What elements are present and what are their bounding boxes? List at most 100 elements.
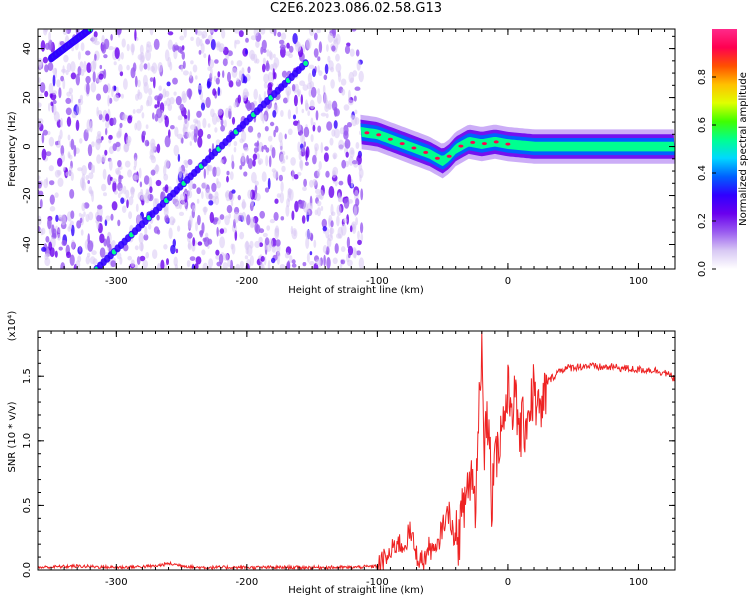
noise-speckle bbox=[286, 42, 290, 49]
open-loop-peak bbox=[505, 142, 511, 146]
noise-speckle bbox=[183, 29, 187, 38]
noise-speckle bbox=[279, 264, 286, 269]
noise-speckle bbox=[214, 191, 219, 200]
noise-speckle bbox=[44, 64, 49, 73]
open-loop-peak bbox=[423, 150, 429, 154]
noise-speckle bbox=[197, 128, 204, 138]
spectrogram-x-axis-label: Height of straight line (km) bbox=[288, 285, 424, 296]
noise-speckle bbox=[38, 225, 41, 232]
noise-speckle bbox=[164, 214, 169, 223]
noise-speckle bbox=[285, 155, 289, 160]
noise-speckle bbox=[303, 141, 306, 148]
noise-speckle bbox=[38, 180, 42, 189]
noise-speckle bbox=[245, 48, 248, 55]
noise-speckle bbox=[352, 70, 358, 77]
noise-speckle bbox=[117, 160, 122, 168]
open-loop-peak bbox=[434, 156, 440, 160]
noise-speckle bbox=[243, 171, 248, 177]
noise-speckle bbox=[291, 169, 295, 181]
noise-speckle bbox=[172, 77, 178, 85]
noise-speckle bbox=[153, 226, 160, 234]
open-loop-peak bbox=[364, 131, 370, 135]
noise-speckle bbox=[111, 201, 118, 211]
noise-speckle bbox=[287, 109, 292, 120]
noise-speckle bbox=[208, 200, 214, 206]
noise-speckle bbox=[241, 67, 245, 75]
noise-speckle bbox=[168, 227, 173, 240]
noise-speckle bbox=[149, 186, 153, 194]
noise-speckle bbox=[58, 87, 62, 99]
noise-speckle bbox=[271, 168, 277, 173]
x-tick-label: 0 bbox=[505, 577, 511, 588]
noise-speckle bbox=[286, 90, 290, 103]
noise-speckle bbox=[317, 93, 322, 104]
noise-speckle bbox=[42, 129, 48, 136]
noise-speckle bbox=[99, 233, 105, 244]
noise-speckle bbox=[57, 157, 63, 167]
noise-speckle bbox=[260, 29, 266, 35]
snr-background bbox=[38, 331, 675, 570]
noise-speckle bbox=[63, 54, 69, 63]
noise-speckle bbox=[312, 178, 318, 186]
noise-speckle bbox=[324, 103, 330, 113]
noise-speckle bbox=[261, 171, 267, 182]
noise-speckle bbox=[94, 53, 97, 61]
noise-speckle bbox=[348, 199, 353, 204]
noise-speckle bbox=[328, 60, 334, 71]
noise-speckle bbox=[92, 36, 98, 42]
noise-speckle bbox=[254, 240, 261, 249]
noise-speckle bbox=[251, 171, 257, 184]
snr-line bbox=[38, 331, 675, 570]
noise-speckle bbox=[305, 229, 312, 239]
noise-speckle bbox=[101, 136, 104, 141]
noise-speckle bbox=[197, 136, 203, 148]
noise-speckle bbox=[127, 169, 133, 178]
noise-speckle bbox=[263, 73, 270, 84]
noise-speckle bbox=[48, 136, 55, 147]
noise-speckle bbox=[150, 169, 156, 176]
noise-speckle bbox=[214, 127, 218, 133]
noise-speckle bbox=[135, 203, 139, 212]
noise-speckle bbox=[233, 146, 237, 153]
noise-speckle bbox=[153, 38, 160, 50]
noise-speckle bbox=[255, 40, 260, 48]
noise-speckle bbox=[40, 40, 46, 52]
noise-speckle bbox=[326, 121, 333, 131]
open-loop-peak bbox=[481, 142, 487, 146]
noise-speckle bbox=[333, 120, 338, 129]
noise-speckle bbox=[333, 128, 340, 139]
noise-speckle bbox=[52, 74, 56, 87]
noise-speckle bbox=[294, 83, 299, 93]
noise-speckle bbox=[324, 63, 329, 75]
noise-speckle bbox=[271, 245, 277, 253]
noise-speckle bbox=[349, 225, 353, 233]
noise-speckle bbox=[57, 233, 61, 241]
noise-speckle bbox=[87, 180, 90, 184]
noise-speckle bbox=[116, 86, 119, 95]
noise-speckle bbox=[195, 29, 198, 35]
noise-speckle bbox=[52, 228, 57, 237]
noise-speckle bbox=[76, 103, 82, 115]
snr-x-axis-label: Height of straight line (km) bbox=[288, 585, 424, 596]
noise-speckle bbox=[195, 75, 198, 80]
noise-speckle bbox=[38, 190, 44, 197]
noise-speckle bbox=[41, 148, 47, 161]
noise-speckle bbox=[349, 147, 355, 159]
noise-speckle bbox=[116, 132, 122, 139]
noise-speckle bbox=[264, 126, 269, 132]
spectrogram-frame bbox=[37, 28, 676, 270]
x-tick-label: -100 bbox=[366, 577, 389, 588]
noise-speckle bbox=[156, 108, 163, 119]
noise-speckle bbox=[145, 124, 149, 129]
noise-speckle bbox=[329, 137, 334, 146]
noise-speckle bbox=[117, 192, 121, 199]
noise-speckle bbox=[123, 78, 128, 90]
noise-speckle bbox=[246, 155, 250, 164]
colorbar-gradient bbox=[712, 29, 737, 269]
noise-speckle bbox=[189, 256, 196, 261]
noise-speckle bbox=[301, 108, 305, 114]
noise-speckle bbox=[153, 76, 156, 89]
y-tick-label: 0 bbox=[22, 143, 33, 149]
noise-speckle bbox=[237, 194, 241, 201]
noise-speckle bbox=[77, 167, 83, 172]
